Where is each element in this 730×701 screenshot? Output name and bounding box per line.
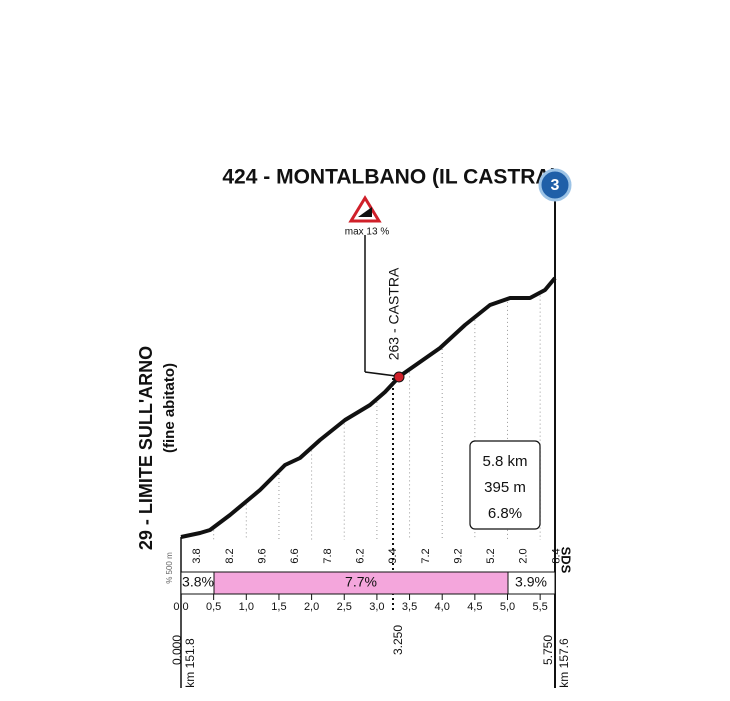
segment-gradient: 8.4 [550,548,562,563]
km-tick-label: 2,0 [304,601,319,613]
km-tick-label: 1,5 [271,601,286,613]
badge-number: 3 [551,177,560,194]
segment-gradient: 6.6 [289,548,301,563]
segment-gradient: 8.2 [224,548,236,563]
end-distance: 5.750 [541,635,555,665]
waypoint-label: 263 - CASTRA [386,267,402,360]
start-distance: 0.000 [170,635,184,665]
summary-climb: 395 m [484,479,526,496]
start-km: km 151.8 [183,638,197,688]
km-tick-label: 3,5 [402,601,417,613]
warning-icon-slope [358,207,372,217]
km-tick-label: 2,5 [337,601,352,613]
km-tick-label: 0,0 [173,601,188,613]
start-note: (fine abitato) [161,363,178,453]
segment-gradient: 5.2 [485,548,497,563]
km-tick-label: 4,0 [435,601,450,613]
km-tick-label: 5,5 [533,601,548,613]
segment-gradient: 7.2 [420,548,432,563]
section-label: 7.7% [345,574,377,590]
km-tick-label: 1,0 [239,601,254,613]
grid [213,295,541,540]
km-tick-label: 0,5 [206,601,221,613]
section-label: 3.8% [182,574,214,590]
segment-gradient: 2.0 [518,548,530,563]
segment-gradient: 7.8 [322,548,334,563]
end-km: km 157.6 [557,638,571,688]
side-label: SDS [559,547,574,574]
legend-note: % 500 m [165,552,174,584]
km-tick-label: 5,0 [500,601,515,613]
segment-gradient: 3.8 [191,548,203,563]
start-name: 29 - LIMITE SULL'ARNO [136,346,156,550]
section-label: 3.9% [515,574,547,590]
warning-icon [348,195,382,223]
profile-line [180,276,557,539]
segment-gradient: 9.2 [452,548,464,563]
segment-gradient: 9.6 [257,548,269,563]
summary-box [469,440,541,530]
segment-gradient: 9.4 [387,548,399,563]
badge [538,168,572,202]
km-tick-label: 4,5 [467,601,482,613]
km-tick-label: 3,0 [369,601,384,613]
castra-pointer [364,371,397,377]
segment-gradient: 6.2 [354,548,366,563]
summit-title: 424 - MONTALBANO (IL CASTRA) [222,166,557,189]
castra-point [393,371,405,383]
summary-distance: 5.8 km [482,453,527,470]
max-gradient: max 13 % [345,227,390,238]
mid-distance: 3.250 [391,625,405,655]
summary-gradient: 6.8% [488,505,522,522]
